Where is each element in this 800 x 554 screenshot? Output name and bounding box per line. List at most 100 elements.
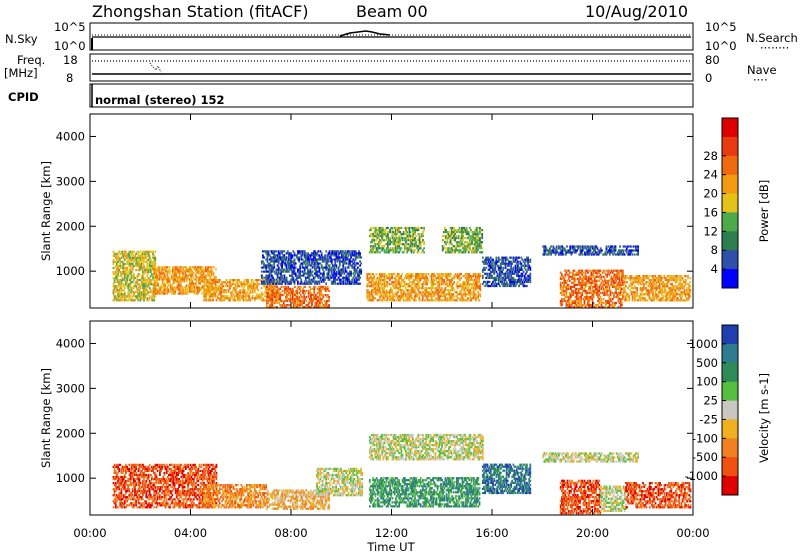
- heatmap-cell: [207, 289, 210, 292]
- heatmap-cell: [282, 254, 285, 257]
- heatmap-cell: [192, 276, 195, 279]
- heatmap-cell: [377, 229, 380, 232]
- heatmap-cell: [240, 285, 243, 288]
- heatmap-cell: [139, 262, 142, 266]
- heatmap-cell: [502, 260, 505, 263]
- heatmap-cell: [129, 295, 132, 298]
- heatmap-cell: [526, 284, 528, 288]
- heatmap-cell: [268, 282, 271, 285]
- heatmap-cell: [273, 252, 276, 255]
- heatmap-cell: [289, 262, 291, 265]
- heatmap-cell: [497, 282, 500, 286]
- heatmap-cell: [426, 293, 429, 296]
- heatmap-cell: [123, 275, 126, 278]
- heatmap-cell: [462, 231, 464, 234]
- heatmap-cell: [211, 293, 213, 296]
- heatmap-cell: [370, 229, 372, 232]
- heatmap-cell: [414, 229, 416, 232]
- heatmap-cell: [116, 256, 118, 259]
- heatmap-cell: [520, 272, 523, 275]
- heatmap-cell: [394, 281, 397, 284]
- heatmap-cell: [257, 295, 260, 298]
- heatmap-cell: [405, 295, 408, 298]
- heatmap-cell: [310, 295, 312, 299]
- heatmap-cell: [585, 297, 588, 301]
- heatmap-cell: [251, 295, 254, 298]
- heatmap-cell: [198, 290, 200, 293]
- heatmap-cell: [317, 274, 320, 277]
- heatmap-cell: [133, 299, 135, 302]
- heatmap-cell: [343, 252, 346, 255]
- heatmap-cell: [247, 299, 249, 302]
- heatmap-cell: [309, 280, 312, 283]
- heatmap-cell: [493, 262, 496, 265]
- heatmap-cell: [315, 293, 318, 297]
- heatmap-cell: [144, 250, 147, 253]
- heatmap-cell: [592, 301, 595, 305]
- heatmap-cell: [210, 270, 213, 273]
- heatmap-cell: [153, 292, 156, 295]
- heatmap-cell: [601, 271, 604, 274]
- heatmap-cell: [166, 286, 169, 289]
- heatmap-cell: [580, 269, 582, 272]
- heatmap-cell: [185, 276, 188, 279]
- heatmap-cell: [495, 260, 498, 263]
- heatmap-cell: [329, 260, 332, 263]
- heatmap-cell: [143, 252, 145, 255]
- heatmap-cell: [611, 291, 614, 294]
- heatmap-cell: [471, 235, 473, 238]
- heatmap-cell: [406, 231, 408, 234]
- heatmap-cell: [451, 279, 453, 282]
- heatmap-cell: [427, 273, 430, 276]
- heatmap-cell: [212, 282, 215, 285]
- heatmap-cell: [310, 282, 313, 285]
- heatmap-cell: [430, 281, 433, 284]
- heatmap-cell: [609, 293, 612, 297]
- heatmap-cell: [393, 299, 396, 302]
- heatmap-cell: [310, 291, 312, 294]
- heatmap-cell: [373, 289, 375, 292]
- heatmap-cell: [455, 245, 458, 248]
- heatmap-cell: [193, 288, 196, 291]
- heatmap-cell: [163, 292, 165, 295]
- heatmap-cell: [435, 297, 438, 300]
- heatmap-cell: [485, 276, 488, 279]
- heatmap-cell: [139, 250, 142, 253]
- heatmap-cell: [481, 276, 484, 279]
- heatmap-cell: [405, 289, 408, 292]
- heatmap-cell: [128, 262, 131, 266]
- heatmap-cell: [230, 285, 232, 288]
- heatmap-cell: [453, 226, 455, 230]
- heatmap-cell: [478, 273, 481, 276]
- heatmap-cell: [607, 279, 610, 282]
- heatmap-cell: [353, 260, 356, 263]
- heatmap-cell: [346, 276, 349, 279]
- heatmap-cell: [161, 274, 164, 277]
- heatmap-cell: [486, 272, 489, 275]
- heatmap-cell: [221, 295, 223, 298]
- heatmap-cell: [454, 291, 457, 294]
- heatmap-cell: [489, 276, 492, 279]
- heatmap-cell: [207, 281, 210, 284]
- heatmap-cell: [610, 269, 613, 272]
- heatmap-cell: [136, 256, 139, 259]
- heatmap-cell: [191, 288, 194, 291]
- heatmap-cell: [403, 291, 406, 294]
- heatmap-cell: [385, 251, 388, 254]
- heatmap-cell: [418, 299, 421, 302]
- heatmap-cell: [449, 249, 452, 252]
- heatmap-cell: [138, 254, 141, 257]
- heatmap-cell: [314, 285, 317, 288]
- heatmap-cell: [522, 282, 525, 286]
- heatmap-cell: [379, 241, 381, 244]
- heatmap-cell: [450, 251, 453, 254]
- heatmap-cell: [312, 299, 314, 303]
- heatmap-cell: [161, 290, 164, 293]
- heatmap-cell: [191, 266, 194, 269]
- heatmap-cell: [422, 287, 425, 290]
- heatmap-cell: [370, 249, 372, 252]
- heatmap-cell: [319, 262, 322, 265]
- heatmap-cell: [297, 268, 299, 271]
- heatmap-cell: [205, 291, 208, 294]
- heatmap-cell: [169, 286, 172, 289]
